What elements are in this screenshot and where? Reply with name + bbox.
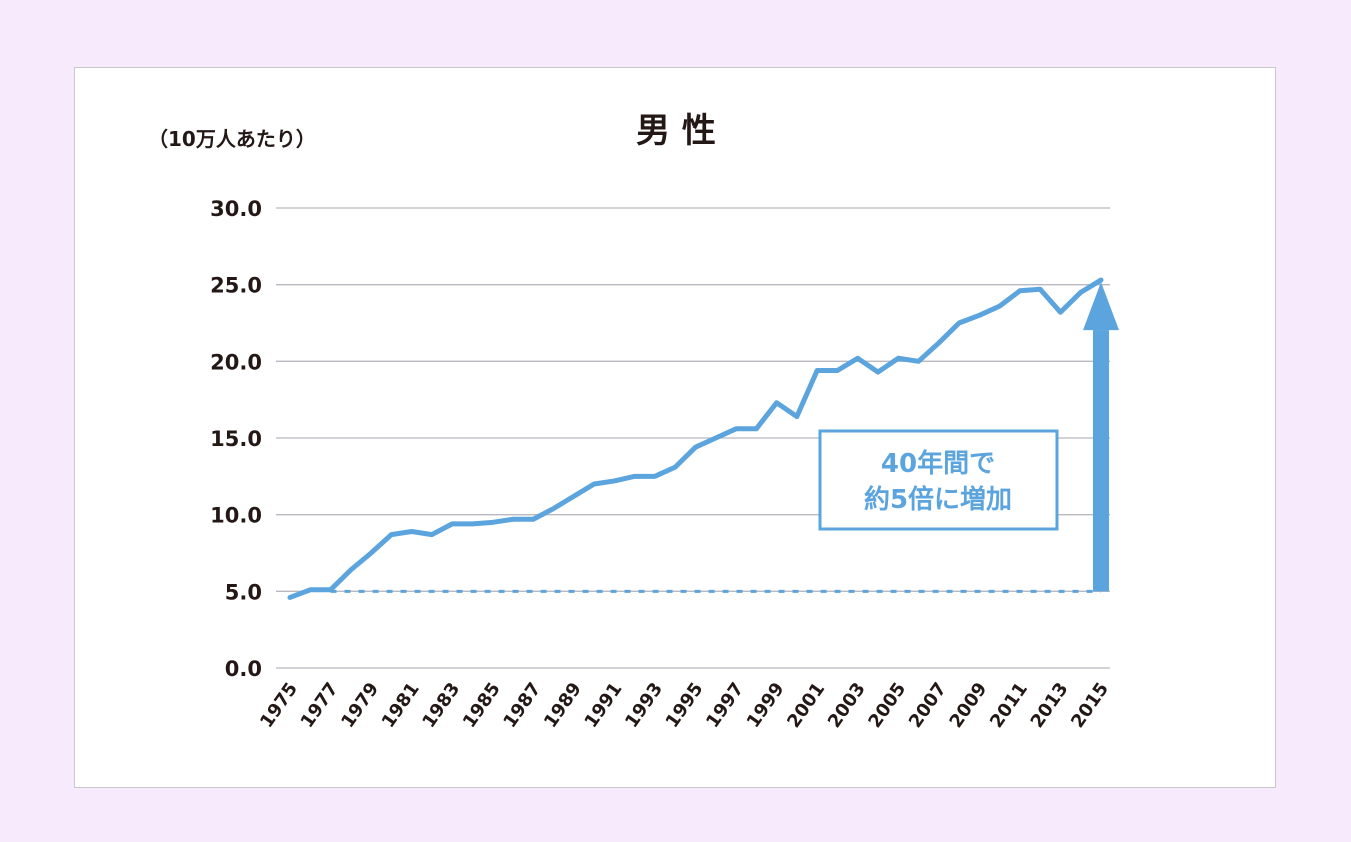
- data-point: [1058, 310, 1063, 315]
- data-point: [754, 426, 759, 431]
- x-tick-label: 1977: [297, 679, 343, 732]
- x-tick-label: 2013: [1027, 679, 1073, 732]
- x-tick-label: 1987: [499, 679, 545, 732]
- x-tick-label: 2005: [864, 679, 910, 732]
- data-point: [308, 587, 313, 592]
- data-point: [429, 532, 434, 537]
- data-point: [673, 465, 678, 470]
- y-tick-label: 20.0: [210, 350, 262, 374]
- data-point: [1017, 288, 1022, 293]
- data-point: [713, 436, 718, 440]
- x-tick-label: 2003: [824, 679, 870, 732]
- data-point: [875, 370, 880, 375]
- annotation-frame: [818, 429, 1059, 531]
- data-point: [551, 506, 556, 511]
- y-axis-unit-label: （10万人あたり）: [148, 127, 316, 151]
- data-point: [348, 567, 353, 572]
- data-point: [957, 321, 962, 325]
- data-point: [916, 359, 921, 364]
- data-point: [612, 478, 617, 483]
- data-point: [632, 474, 637, 479]
- data-point: [409, 529, 414, 534]
- data-point: [1038, 287, 1043, 292]
- y-tick-label: 25.0: [210, 274, 262, 298]
- data-point: [855, 356, 860, 361]
- x-tick-label: 2009: [946, 679, 992, 732]
- data-point: [288, 595, 292, 600]
- x-tick-label: 1991: [581, 679, 627, 732]
- data-point: [794, 414, 799, 419]
- y-tick-labels: 0.0 5.0 10.0 15.0 20.0 25.0 30.0: [210, 197, 262, 681]
- data-point: [652, 474, 657, 479]
- data-point: [490, 520, 495, 525]
- data-point: [936, 340, 941, 345]
- y-tick-label: 0.0: [225, 657, 262, 681]
- x-tick-label: 2011: [986, 679, 1032, 732]
- x-tick-label: 1975: [256, 679, 302, 732]
- data-point: [815, 368, 820, 373]
- data-point: [977, 313, 982, 318]
- data-point: [1078, 290, 1083, 295]
- annotation-box: 40年間で 約5倍に増加: [818, 429, 1059, 531]
- data-point: [571, 494, 576, 499]
- x-tick-label: 1993: [621, 679, 667, 732]
- data-point: [997, 304, 1002, 309]
- data-point: [369, 551, 374, 555]
- x-tick-label: 2001: [783, 679, 829, 732]
- x-tick-label: 2007: [905, 679, 951, 732]
- data-point: [531, 517, 536, 522]
- chart-title: 男 性: [636, 111, 716, 151]
- data-point: [734, 426, 739, 431]
- data-point: [835, 368, 840, 373]
- x-tick-label: 1985: [459, 679, 505, 732]
- data-point: [470, 521, 475, 526]
- data-point: [450, 521, 455, 526]
- arrow-shaft: [1093, 330, 1109, 592]
- x-tick-label: 1983: [418, 679, 464, 732]
- arrow-head: [1083, 282, 1119, 331]
- data-point: [774, 400, 779, 405]
- arrow-group: [1083, 282, 1119, 592]
- annotation-line-2: 約5倍に増加: [864, 484, 1012, 515]
- series-group: [287, 277, 1104, 600]
- x-tick-label: 1981: [378, 679, 424, 732]
- x-tick-label: 1995: [662, 679, 708, 732]
- data-point: [1099, 278, 1103, 283]
- data-point: [896, 356, 901, 361]
- annotation-line-1: 40年間で: [881, 448, 995, 479]
- x-tick-labels: 1975197719791981198319851987198919911993…: [256, 679, 1113, 732]
- data-point: [511, 517, 516, 522]
- y-tick-label: 10.0: [210, 504, 262, 528]
- data-point: [328, 587, 333, 592]
- data-point: [592, 482, 597, 486]
- x-tick-label: 2015: [1067, 679, 1113, 732]
- data-point: [389, 532, 394, 537]
- y-tick-label: 15.0: [210, 427, 262, 451]
- data-point: [693, 445, 698, 450]
- x-tick-label: 1997: [702, 679, 748, 732]
- y-tick-label: 30.0: [210, 197, 262, 221]
- x-tick-label: 1989: [540, 679, 586, 732]
- x-tick-label: 1999: [743, 679, 789, 732]
- y-tick-label: 5.0: [225, 580, 262, 604]
- x-tick-label: 1979: [337, 679, 383, 732]
